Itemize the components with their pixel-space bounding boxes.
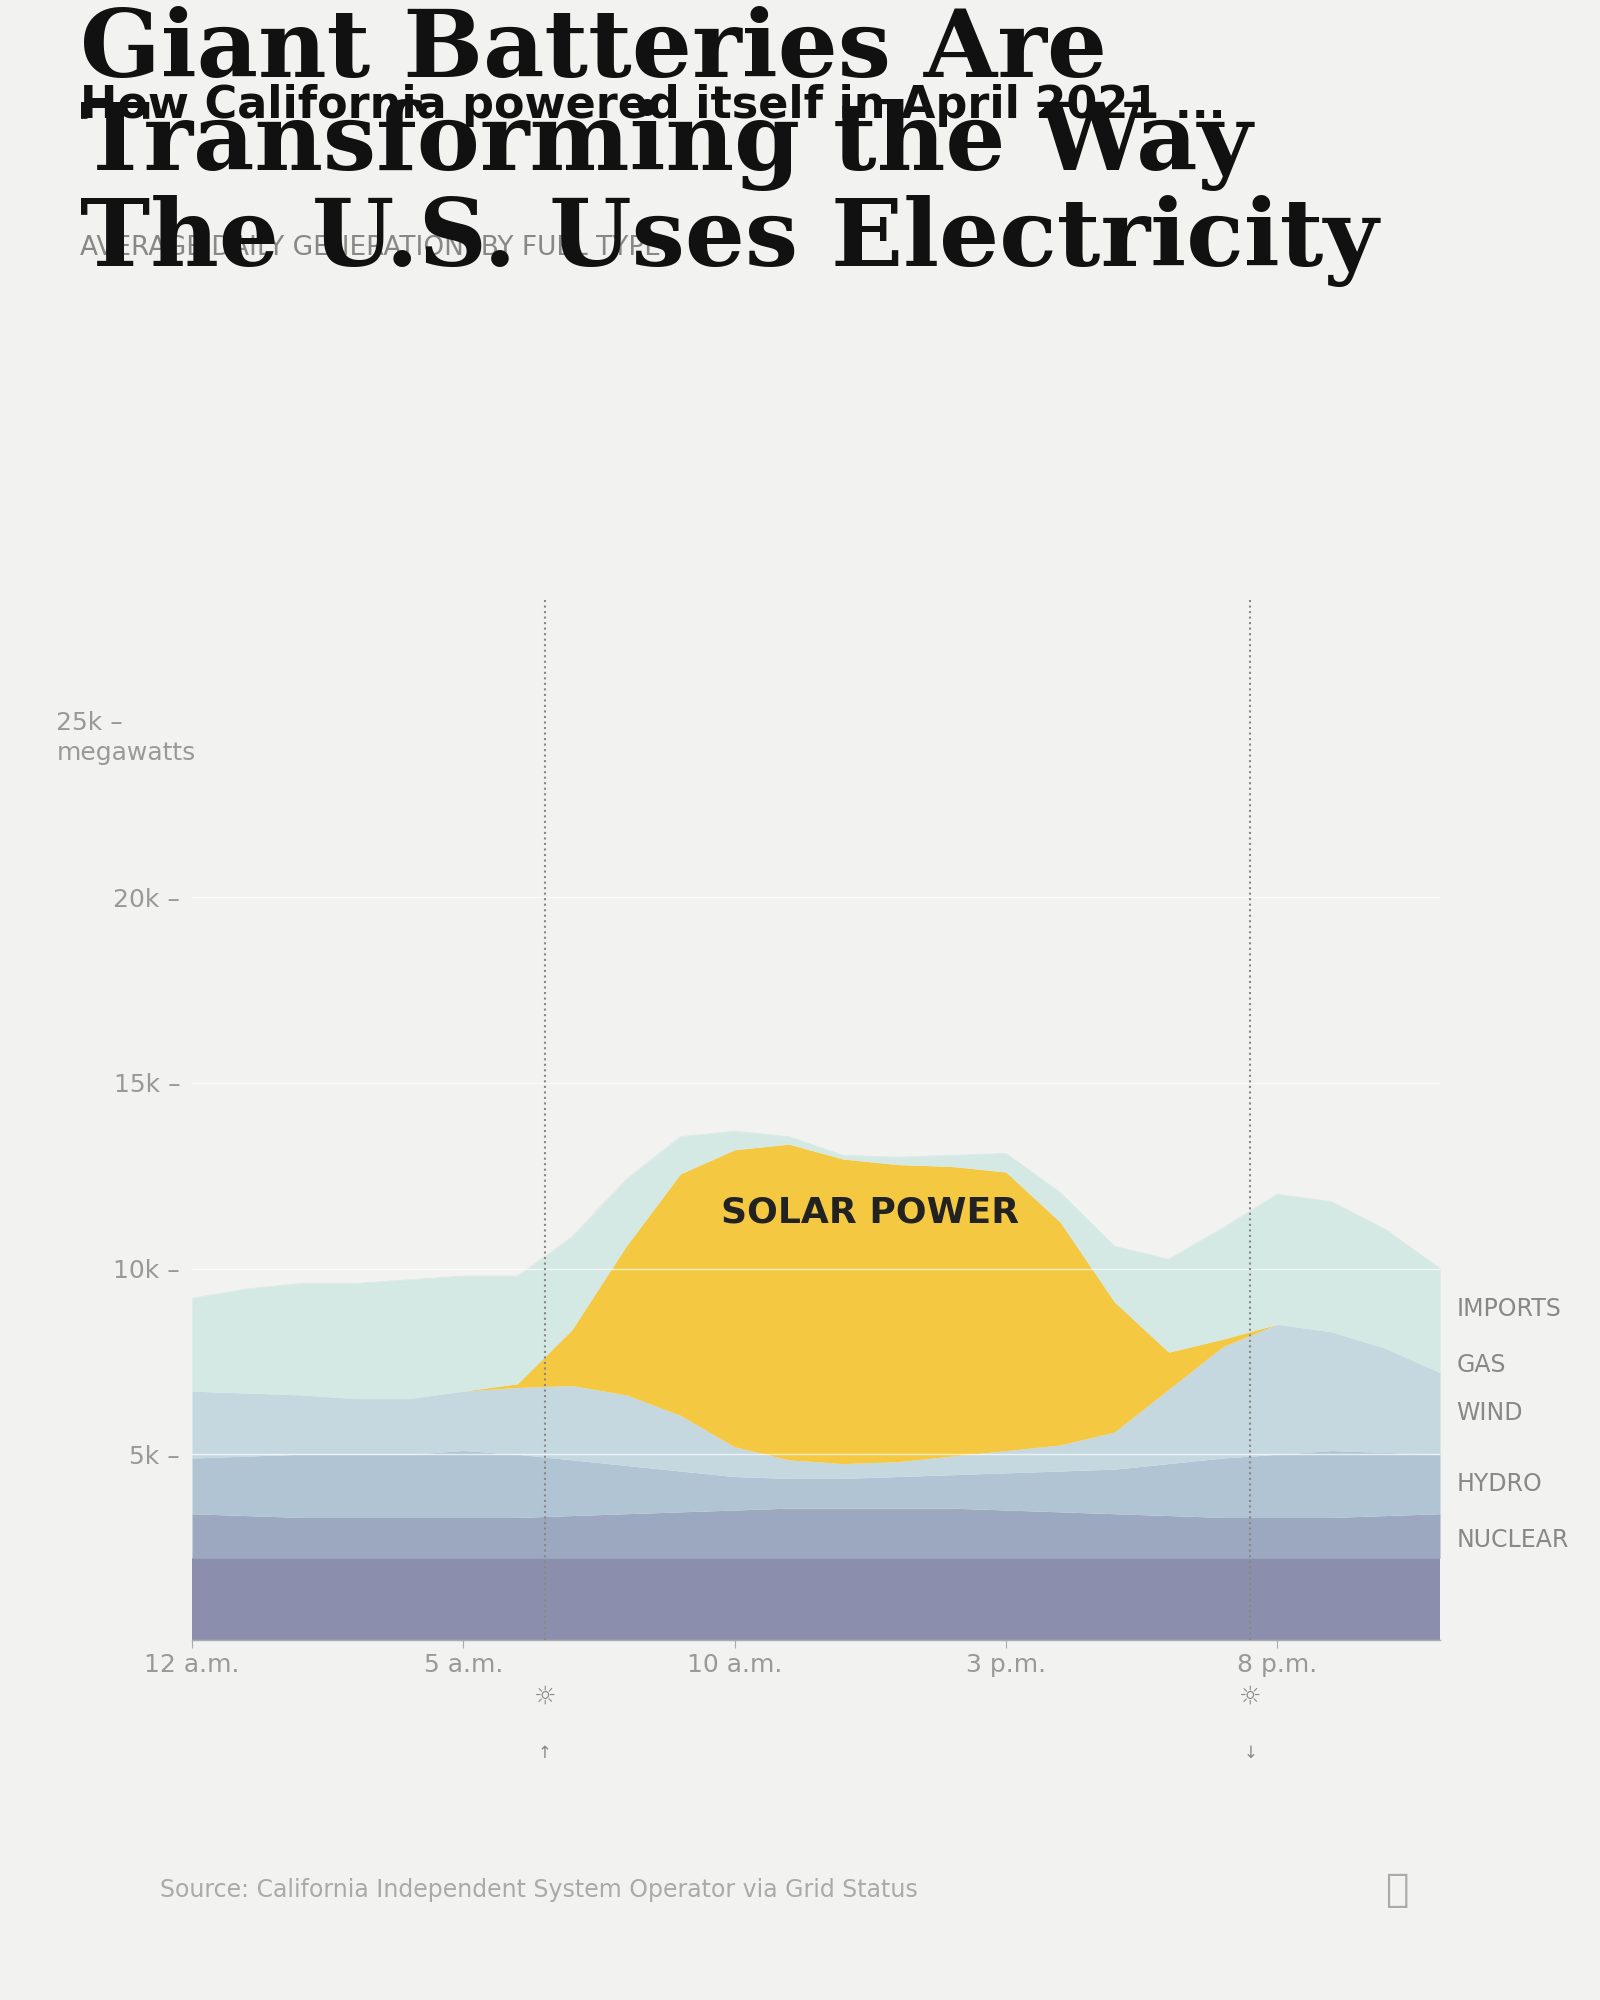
Text: GAS: GAS [1456,1354,1506,1378]
Text: How California powered itself in April 2021 ...: How California powered itself in April 2… [80,84,1226,128]
Text: Giant Batteries Are
Transforming the Way
The U.S. Uses Electricity: Giant Batteries Are Transforming the Way… [80,6,1378,286]
Text: ↑: ↑ [538,1744,552,1762]
Text: NUCLEAR: NUCLEAR [1456,1528,1568,1552]
Text: IMPORTS: IMPORTS [1456,1298,1562,1322]
Text: AVERAGE DAILY GENERATION, BY FUEL TYPE: AVERAGE DAILY GENERATION, BY FUEL TYPE [80,236,661,262]
Text: ☼: ☼ [1238,1684,1261,1708]
Text: HYDRO: HYDRO [1456,1472,1542,1496]
Text: SOLAR POWER: SOLAR POWER [722,1196,1019,1230]
Text: ☼: ☼ [533,1684,555,1708]
Text: Source: California Independent System Operator via Grid Status: Source: California Independent System Op… [160,1878,918,1902]
Text: WIND: WIND [1456,1402,1523,1426]
Text: 𝕿: 𝕿 [1384,1872,1408,1908]
Text: 25k –
megawatts: 25k – megawatts [56,712,195,766]
Text: ↓: ↓ [1243,1744,1258,1762]
